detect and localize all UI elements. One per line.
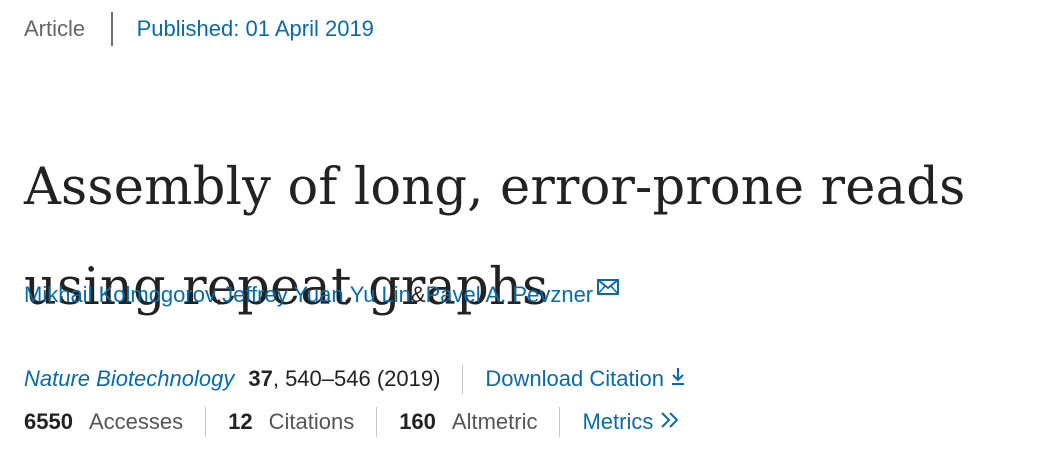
citations-label: Citations xyxy=(268,409,355,434)
meta-divider xyxy=(111,12,113,46)
article-meta: Article Published: 01 April 2019 xyxy=(24,12,1062,46)
author-separator: & xyxy=(410,282,426,307)
metrics-link[interactable]: Metrics xyxy=(582,409,681,435)
article-header: Article Published: 01 April 2019 Assembl… xyxy=(24,12,1062,437)
author-link[interactable]: Yu Lin xyxy=(349,282,411,307)
accesses-label: Accesses xyxy=(88,409,184,434)
citation-row: Nature Biotechnology 37, 540–546 (2019) … xyxy=(24,364,686,394)
metrics-divider xyxy=(376,407,378,437)
citations-count: 12 xyxy=(228,409,253,434)
download-citation-button[interactable]: Download Citation xyxy=(485,366,686,392)
download-citation-label: Download Citation xyxy=(485,366,664,391)
citation-divider xyxy=(462,364,464,394)
metrics-link-label: Metrics xyxy=(582,409,654,434)
altmetric-count: 160 xyxy=(399,409,436,434)
download-icon xyxy=(670,366,686,392)
journal-link[interactable]: Nature Biotechnology xyxy=(24,366,235,391)
author-link[interactable]: Pavel A. Pevzner xyxy=(425,282,594,307)
title-line-2: using repeat graphs xyxy=(24,258,549,317)
author-link[interactable]: Jeffrey Yuan xyxy=(222,282,344,307)
page-range: , 540–546 (2019) xyxy=(272,366,441,391)
altmetric-label: Altmetric xyxy=(451,409,538,434)
double-chevron-right-icon xyxy=(659,409,681,435)
author-separator: , xyxy=(215,282,223,307)
author-link[interactable]: Mikhail Kolmogorov xyxy=(24,282,216,307)
author-list: Mikhail Kolmogorov, Jeffrey Yuan, Yu Lin… xyxy=(24,279,620,308)
accesses-count: 6550 xyxy=(24,409,73,434)
title-line-1: Assembly of long, error-prone reads xyxy=(24,158,966,217)
article-title: Assembly of long, error-prone reads usin… xyxy=(24,138,965,338)
volume-number: 37 xyxy=(248,366,273,391)
metrics-divider xyxy=(559,407,561,437)
author-separator: , xyxy=(343,282,350,307)
metrics-row: 6550 Accesses 12 Citations 160 Altmetric… xyxy=(24,407,681,437)
mail-icon[interactable] xyxy=(597,275,620,301)
article-type: Article xyxy=(24,16,86,41)
published-date: Published: 01 April 2019 xyxy=(136,16,374,41)
metrics-divider xyxy=(205,407,207,437)
